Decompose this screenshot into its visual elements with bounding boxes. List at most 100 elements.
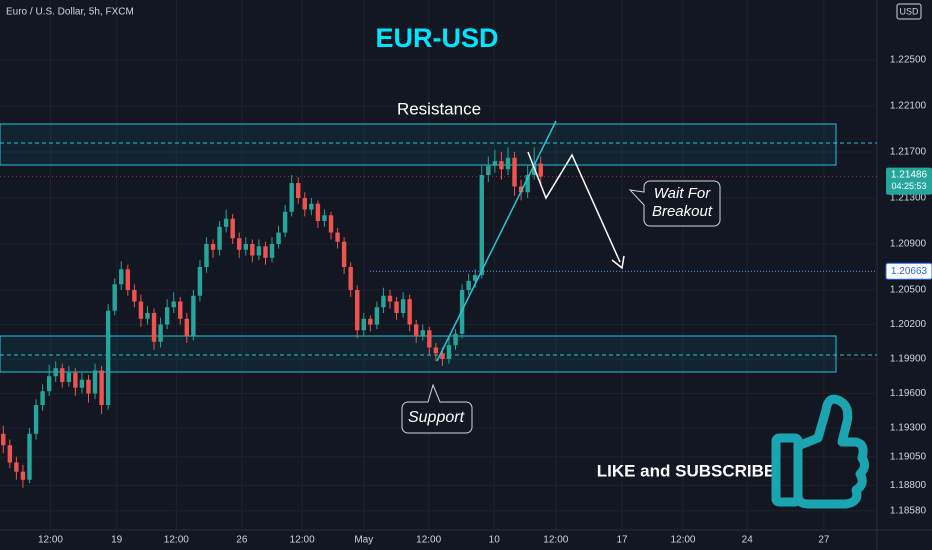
currency-box[interactable] — [896, 3, 922, 20]
candle-body — [282, 211, 288, 233]
candle-body — [453, 333, 458, 346]
x-tick-label: 27 — [818, 535, 830, 546]
candle-body — [125, 269, 131, 291]
candle-body — [191, 295, 196, 337]
candle-body — [518, 186, 524, 193]
candle-body — [315, 203, 321, 222]
candle-body — [119, 269, 124, 285]
cta: LIKE and SUBSCRIBE — [597, 461, 776, 480]
candle-body — [276, 232, 281, 245]
candle-body — [433, 347, 439, 354]
candle-body — [73, 372, 78, 388]
candle-body — [512, 157, 517, 187]
candle-body — [40, 391, 45, 406]
candle-body — [355, 290, 360, 331]
header: Euro / U.S. Dollar, 5h, FXCM — [6, 7, 134, 18]
support-zone — [0, 335, 837, 373]
candle-body — [256, 246, 262, 256]
candle-body — [243, 244, 248, 250]
last-price-label: 1.21486 — [891, 169, 928, 180]
candle-body — [197, 267, 203, 296]
candle-body — [335, 232, 340, 242]
candle-body — [46, 376, 52, 392]
thumbs-up-icon — [771, 394, 870, 509]
candle-body — [20, 471, 26, 480]
candle-body — [341, 241, 347, 268]
candle-body — [237, 238, 242, 250]
x-tick-label: 12:00 — [164, 535, 189, 546]
resistance-label: Resistance — [397, 99, 481, 118]
wait-label: Wait For — [654, 185, 711, 202]
projection-arrow — [611, 255, 625, 270]
x-tick-label: 26 — [236, 535, 248, 546]
candle-body — [289, 183, 294, 212]
y-tick-label: 1.18580 — [890, 505, 927, 516]
level-label: 1.20663 — [891, 266, 928, 277]
x-tick-label: 17 — [616, 535, 628, 546]
candle-body — [53, 368, 58, 377]
candle-body — [368, 318, 373, 325]
y-tick-label: 1.22100 — [890, 101, 927, 112]
candle-body — [505, 157, 511, 170]
candle-body — [309, 203, 314, 210]
candle-body — [217, 226, 222, 250]
candle-body — [7, 445, 13, 463]
candle-body — [407, 299, 412, 325]
candle-body — [210, 244, 216, 250]
candle-body — [387, 295, 393, 302]
candle-body — [158, 324, 163, 342]
candle-body — [132, 290, 137, 302]
x-tick-label: 12:00 — [38, 535, 63, 546]
candle-body — [348, 267, 353, 291]
y-tick-label: 1.19900 — [890, 354, 927, 365]
candle-body — [1, 433, 6, 446]
currency: USD — [899, 6, 919, 16]
candle-body — [361, 318, 366, 331]
x-tick-label: 12:00 — [416, 535, 441, 546]
candle-body — [27, 433, 32, 480]
level-box — [885, 262, 932, 280]
candle-body — [230, 218, 235, 239]
candle-body — [250, 244, 255, 256]
candle-body — [171, 301, 176, 308]
support-callout — [401, 383, 473, 434]
candle-body — [223, 218, 229, 227]
candle-body — [322, 215, 327, 222]
candle-body — [427, 330, 432, 348]
wait-callout — [628, 180, 721, 227]
candle-body — [446, 345, 452, 360]
candle-body — [466, 280, 471, 291]
candle-body — [184, 318, 190, 337]
y-tick-label: 1.19300 — [890, 423, 927, 434]
candle-body — [33, 405, 39, 434]
candle-body — [263, 246, 268, 258]
candle-body — [394, 301, 399, 314]
wait-label: Breakout — [652, 203, 713, 220]
x-tick-label: 19 — [111, 535, 123, 546]
candle-body — [302, 198, 307, 210]
candle-body — [178, 301, 183, 319]
candle-body — [296, 183, 301, 199]
candle-body — [105, 310, 111, 406]
chart-title: EUR-USD — [375, 23, 498, 53]
candle-body — [479, 175, 484, 276]
y-tick-label: 1.19600 — [890, 388, 927, 399]
candle-body — [164, 307, 170, 325]
candle-body — [60, 368, 65, 383]
x-tick-label: 10 — [489, 535, 501, 546]
y-tick-label: 1.21300 — [890, 193, 927, 204]
y-tick-label: 1.22500 — [890, 55, 927, 66]
y-tick-label: 1.19050 — [890, 451, 927, 462]
candle-body — [525, 175, 530, 193]
support-label: Support — [408, 409, 465, 426]
candle-body — [381, 295, 386, 308]
candle-body — [204, 244, 209, 268]
y-tick-label: 1.20900 — [890, 239, 927, 250]
candle-body — [440, 353, 445, 360]
candle-body — [86, 379, 91, 394]
candle-body — [66, 372, 72, 383]
candle-body — [145, 313, 150, 319]
